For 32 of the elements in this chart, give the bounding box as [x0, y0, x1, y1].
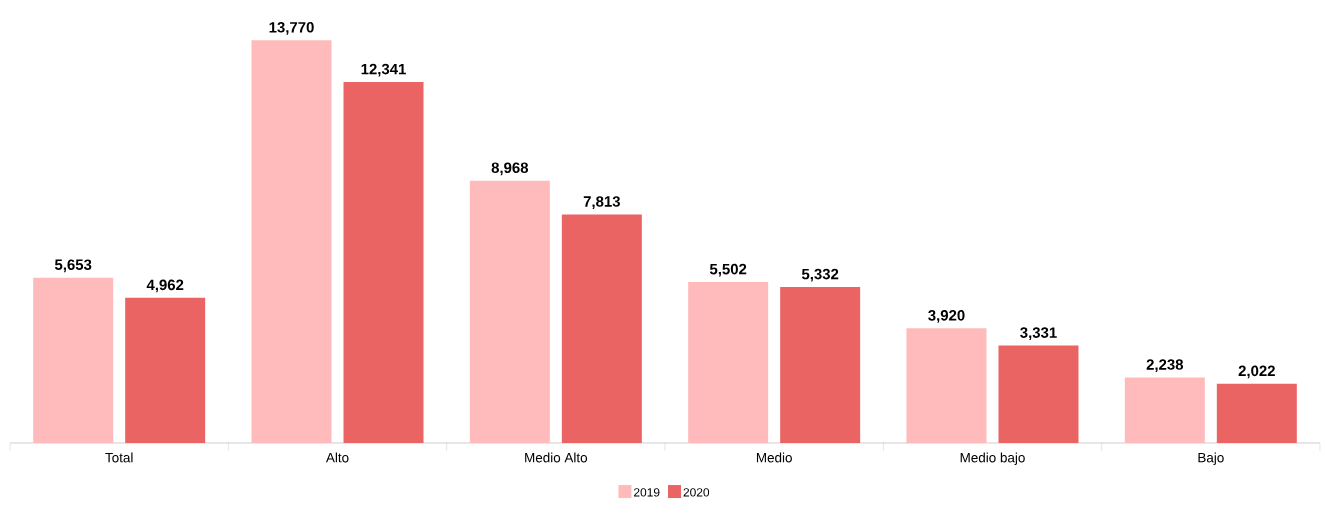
data-label: 2,022: [1238, 365, 1275, 379]
bar: [1124, 377, 1205, 443]
bar: [906, 328, 987, 443]
bar: [561, 214, 642, 443]
bar: [1216, 383, 1297, 443]
legend-label: 2019: [634, 488, 660, 497]
bar: [469, 180, 550, 443]
bar: [251, 40, 332, 443]
data-label: 5,332: [801, 268, 839, 282]
bar: [343, 82, 424, 443]
bar: [688, 282, 769, 443]
bar: [998, 345, 1079, 443]
legend-label: 2020: [683, 488, 710, 497]
x-tick-label: Alto: [325, 452, 349, 463]
x-tick-label: Medio: [756, 452, 792, 463]
data-label: 5,502: [709, 263, 747, 277]
data-label: 7,813: [583, 196, 620, 209]
bar: [780, 287, 861, 443]
bar: [125, 297, 206, 443]
x-tick-label: Medio Alto: [525, 452, 588, 463]
x-tick-label: Total: [105, 452, 133, 463]
bar: [33, 277, 114, 443]
data-label: 13,770: [269, 21, 314, 35]
data-label: 8,968: [491, 162, 529, 176]
x-tick-label: Bajo: [1198, 452, 1224, 466]
x-tick-label: Medio bajo: [960, 452, 1025, 466]
data-label: 2,238: [1146, 359, 1184, 373]
data-label: 12,341: [361, 63, 406, 77]
data-label: 5,653: [54, 259, 92, 273]
data-label: 3,920: [928, 310, 965, 323]
data-label: 4,962: [146, 279, 184, 293]
data-label: 3,331: [1020, 327, 1057, 341]
